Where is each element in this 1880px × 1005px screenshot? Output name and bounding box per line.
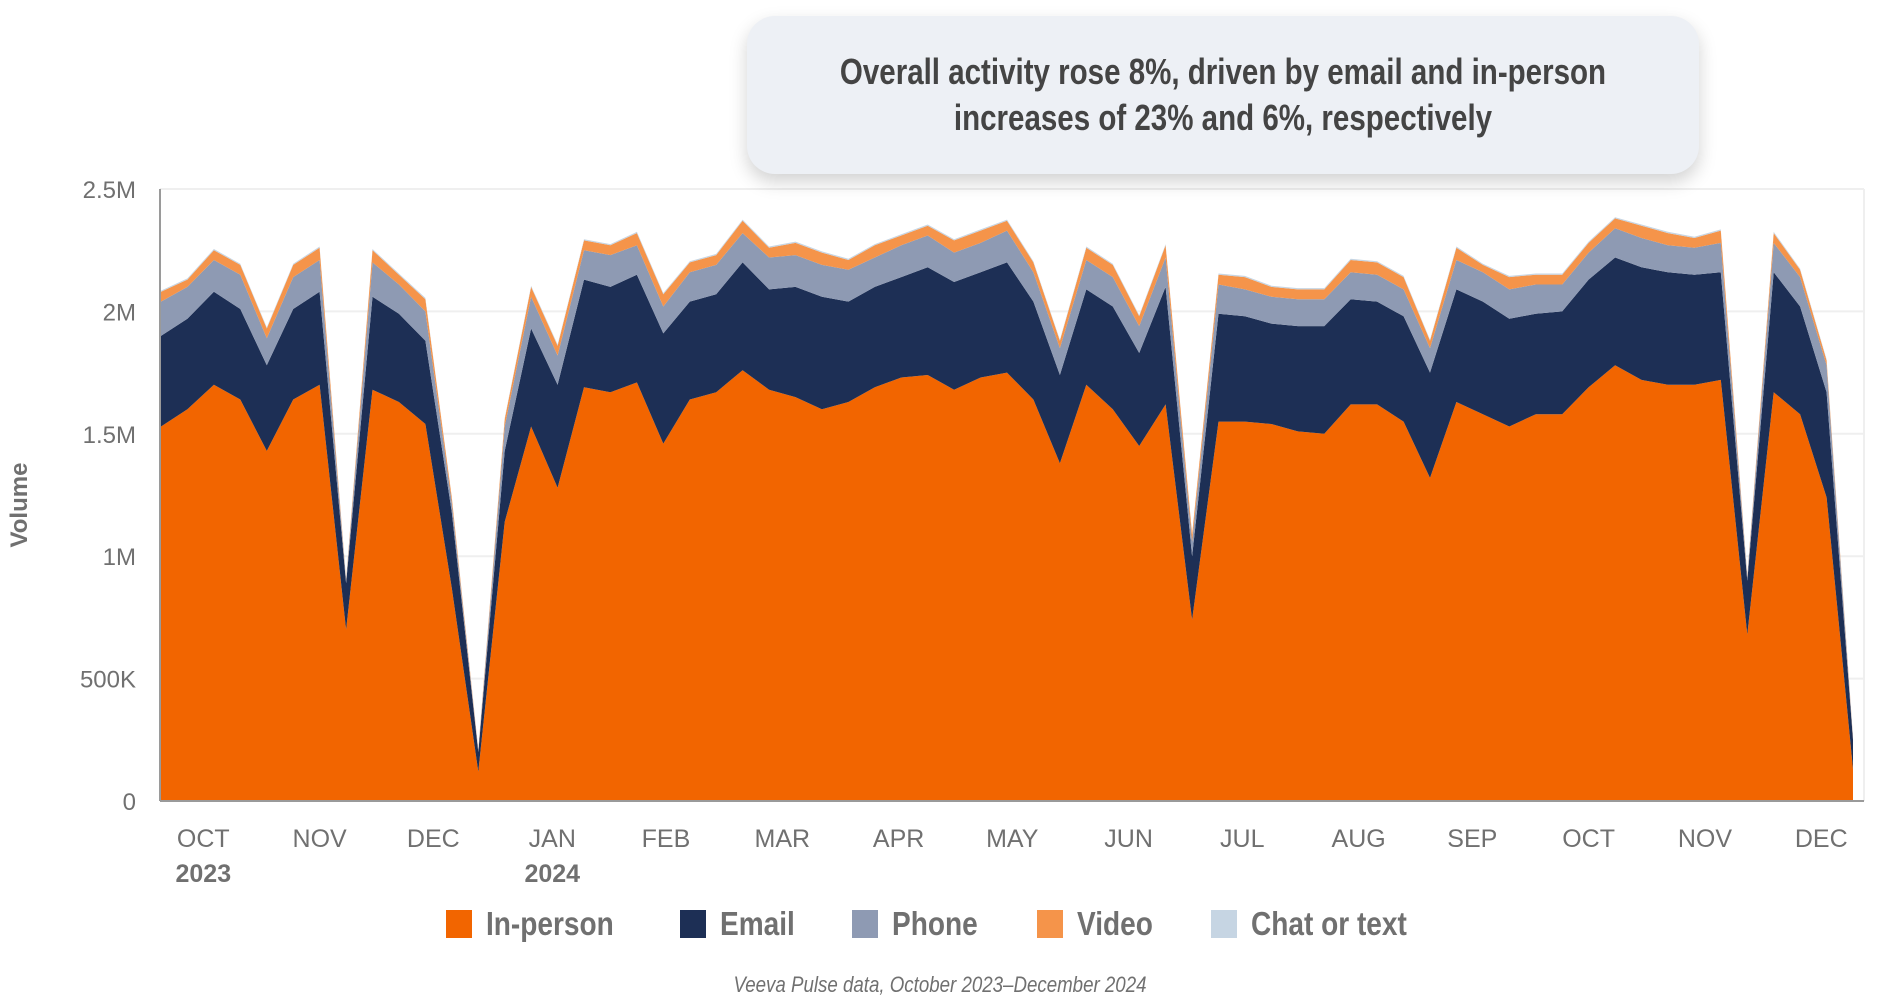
legend-label: Email [720,905,796,942]
x-tick-year-label: 2023 [175,860,231,888]
area-in-person [161,365,1853,801]
x-tick-label: APR [873,825,924,853]
y-tick-label: 1.5M [83,422,136,449]
source-note: Veeva Pulse data, October 2023–December … [0,972,1880,998]
x-tick-label: NOV [1678,825,1733,853]
legend-item-email[interactable]: Email [680,905,808,943]
y-axis-label: Volume [6,462,33,548]
legend-label: Chat or text [1250,905,1407,942]
x-tick-label: SEP [1447,825,1497,853]
x-tick-label: NOV [293,825,348,853]
legend-label: Phone [892,905,979,942]
y-tick-label: 0 [123,789,136,816]
y-tick-label: 2M [103,299,136,326]
legend-swatch-video [1037,910,1064,938]
legend-item-phone[interactable]: Phone [852,905,993,943]
legend-item-video[interactable]: Video [1037,905,1166,943]
x-tick-label: JUN [1104,825,1153,853]
legend: In-person Email Phone Video Chat or text [0,905,1880,943]
legend-label: Video [1077,905,1154,942]
y-tick-label: 2.5M [83,177,136,204]
area-phone [161,228,1853,752]
area-email [161,257,1853,772]
chart-title-box: Overall activity rose 8%, driven by emai… [747,16,1699,174]
legend-swatch-in-person [446,910,473,938]
area-series [161,217,1853,801]
x-tick-label: OCT [177,825,230,853]
x-tick-label: AUG [1332,825,1386,853]
legend-swatch-email [680,910,707,938]
x-tick-label: FEB [642,825,691,853]
x-tick-label: JUL [1220,825,1265,853]
y-tick-labels: 0 500K 1M 1.5M 2M 2.5M [80,177,136,816]
x-tick-labels: OCT 2023 NOV DEC JAN 2024 FEB MAR APR MAY JUN JUL AU… [175,825,1847,888]
x-tick-label: JAN [529,825,576,853]
x-tick-label: OCT [1562,825,1615,853]
chart-title: Overall activity rose 8%, driven by emai… [839,51,1607,138]
x-tick-label: DEC [407,825,460,853]
y-tick-label: 500K [80,667,136,694]
x-tick-label: MAR [755,825,811,853]
legend-swatch-chat-or-text [1210,910,1237,938]
y-tick-label: 1M [103,544,136,571]
x-tick-label: MAY [986,825,1039,853]
legend-item-chat-or-text[interactable]: Chat or text [1210,905,1434,943]
legend-item-in-person[interactable]: In-person [446,905,636,943]
x-tick-year-label: 2024 [524,860,580,888]
legend-swatch-phone [852,910,879,938]
legend-label: In-person [486,905,614,942]
x-tick-label: DEC [1795,825,1848,853]
source-text: Veeva Pulse data, October 2023–December … [733,972,1147,997]
